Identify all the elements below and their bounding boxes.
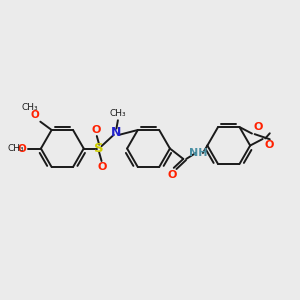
Text: O: O <box>254 122 263 132</box>
Text: O: O <box>98 163 107 172</box>
Text: CH₃: CH₃ <box>21 103 38 112</box>
Text: O: O <box>168 169 177 180</box>
Text: N: N <box>111 126 122 139</box>
Text: O: O <box>18 143 26 154</box>
Text: CH₃: CH₃ <box>110 109 126 118</box>
Text: O: O <box>264 140 274 150</box>
Text: CH₃: CH₃ <box>8 144 25 153</box>
Text: O: O <box>30 110 39 121</box>
Text: S: S <box>94 142 104 155</box>
Text: O: O <box>92 124 101 134</box>
Text: NH: NH <box>190 148 208 158</box>
